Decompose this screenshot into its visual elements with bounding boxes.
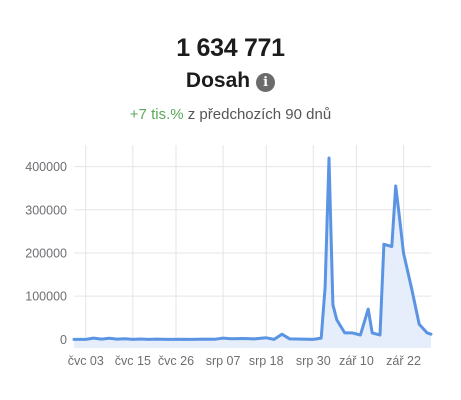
x-tick-label: čvc 26 (158, 354, 194, 368)
change-period-label: z předchozích 90 dnů (187, 106, 332, 123)
metric-value: 1 634 771 (176, 34, 285, 62)
series-line (72, 156, 433, 341)
y-tick-label: 300000 (25, 203, 67, 217)
metric-label-row: Dosah i (0, 66, 461, 96)
x-tick-label: čvc 15 (115, 354, 151, 368)
x-tick-label: srp 18 (249, 354, 284, 368)
change-value: +7 tis.% (129, 106, 184, 123)
x-tick-label: srp 07 (206, 354, 241, 368)
y-tick-label: 100000 (25, 290, 67, 304)
x-tick-label: srp 30 (296, 354, 331, 368)
x-tick-label: zář 22 (386, 354, 421, 368)
info-icon[interactable]: i (256, 72, 276, 92)
metric-label: Dosah (185, 69, 251, 92)
y-tick-label: 400000 (25, 160, 67, 174)
y-tick-label: 200000 (25, 246, 67, 260)
x-tick-label: čvc 03 (68, 354, 104, 368)
y-tick-label: 0 (60, 333, 67, 347)
series-area (74, 158, 431, 348)
change-summary: +7 tis.% z předchozích 90 dnů (0, 106, 461, 123)
x-tick-label: zář 10 (339, 354, 374, 368)
reach-chart: 0 100000 200000 300000 400000 čvc 03 čvc 15 čvc… (25, 145, 433, 368)
